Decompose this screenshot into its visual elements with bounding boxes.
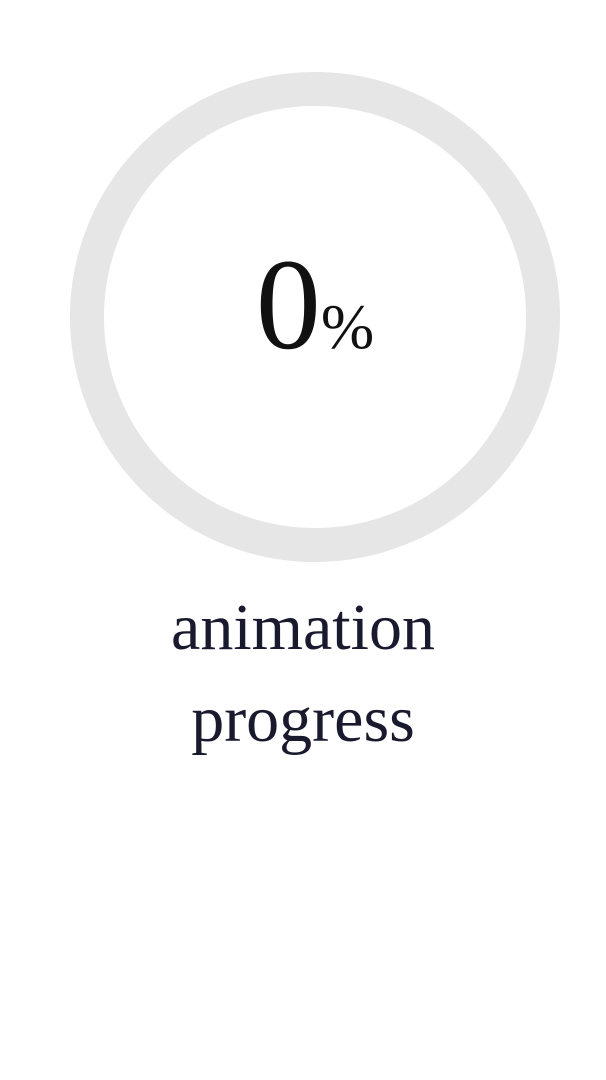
progress-ring-graphic [70, 72, 560, 562]
caption-line-2: progress [191, 683, 415, 756]
progress-value: 0 [255, 233, 321, 377]
caption-line-1: animation [171, 591, 435, 664]
progress-ring [70, 72, 560, 562]
progress-ring-track [70, 72, 560, 562]
progress-caption: animation progress [0, 582, 606, 766]
progress-unit: % [320, 291, 375, 362]
progress-readout: 0 % [70, 240, 560, 380]
